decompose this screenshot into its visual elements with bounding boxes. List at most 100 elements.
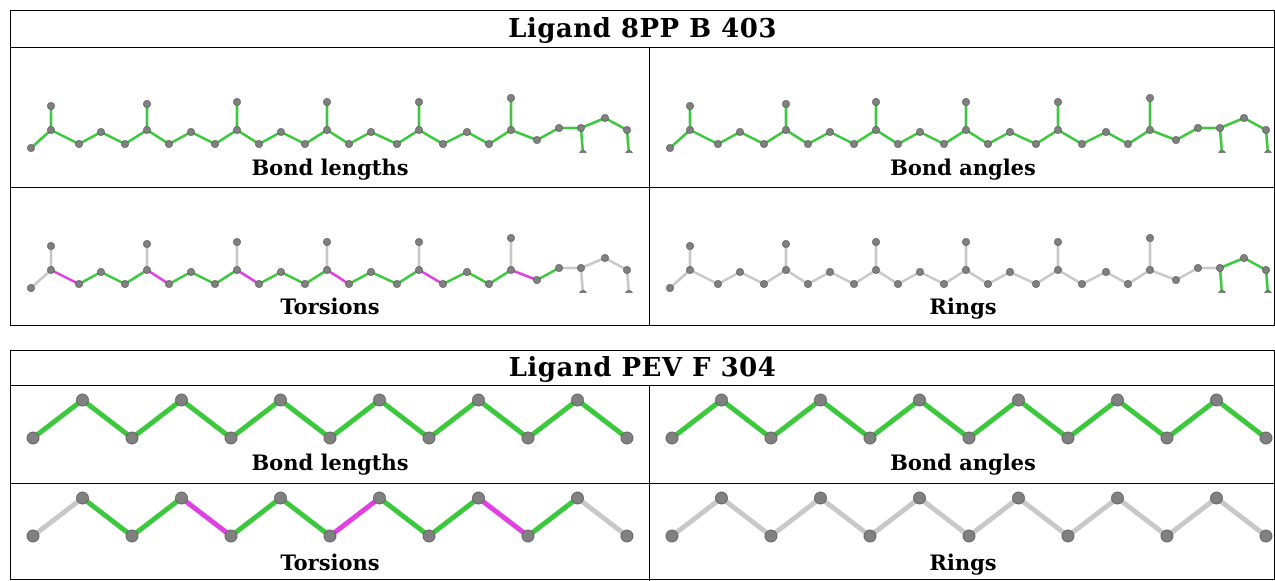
atom <box>620 529 634 543</box>
bond <box>818 495 873 539</box>
atom <box>760 280 768 288</box>
bond <box>625 128 631 153</box>
bond <box>688 268 720 286</box>
atom <box>415 98 423 106</box>
bond <box>762 268 788 286</box>
atom <box>211 140 219 148</box>
atom <box>439 140 447 148</box>
atom <box>1172 276 1180 284</box>
atom <box>666 144 674 152</box>
atom <box>760 140 768 148</box>
atom <box>415 238 423 246</box>
bond <box>80 397 135 441</box>
atom <box>715 491 728 505</box>
bond <box>579 116 607 130</box>
bond <box>417 128 445 146</box>
atom <box>872 126 880 134</box>
bond <box>579 256 607 270</box>
bond <box>228 397 283 441</box>
bond <box>278 397 333 441</box>
bond <box>818 397 873 441</box>
atom <box>850 140 858 148</box>
bond <box>235 128 261 146</box>
bond <box>719 495 774 539</box>
molecule-diagram-rings <box>666 234 1272 293</box>
atom <box>507 126 515 134</box>
column-divider <box>649 48 650 326</box>
bond <box>1126 128 1152 146</box>
molecule-diagram-bond-lengths <box>27 94 633 153</box>
bond <box>918 130 946 146</box>
bond <box>719 397 774 441</box>
molecule-diagram-bond-angles <box>666 94 1272 153</box>
atom <box>1006 128 1014 136</box>
atom <box>76 491 89 505</box>
bond <box>1034 268 1060 286</box>
atom <box>736 268 744 276</box>
atom <box>814 393 827 407</box>
atom <box>1264 290 1272 293</box>
atom <box>1012 491 1025 505</box>
atom <box>814 491 827 505</box>
atom <box>1172 136 1180 144</box>
atom <box>415 126 423 134</box>
bond <box>1008 270 1038 286</box>
atom <box>1146 94 1154 102</box>
bond <box>806 270 832 286</box>
bond <box>1164 397 1219 441</box>
bond <box>189 270 217 286</box>
bond <box>465 270 491 286</box>
atom <box>1264 150 1272 153</box>
atom <box>962 266 970 274</box>
atom <box>373 393 386 407</box>
atom <box>764 431 778 445</box>
bond <box>942 268 968 286</box>
atom <box>782 240 790 248</box>
bond <box>1034 128 1060 146</box>
bond <box>99 130 127 146</box>
atom <box>323 529 337 543</box>
bond <box>426 495 481 539</box>
column-divider <box>649 386 650 581</box>
atom <box>143 266 151 274</box>
atom <box>1054 238 1062 246</box>
atom <box>393 280 401 288</box>
bond <box>669 397 724 441</box>
atom <box>1111 491 1124 505</box>
bond <box>918 270 946 286</box>
atom <box>1078 280 1086 288</box>
cell-bond-lengths: Bond lengths <box>11 386 649 483</box>
bond <box>123 268 149 286</box>
bond <box>1148 128 1178 142</box>
bond <box>896 130 922 146</box>
atom <box>1262 266 1270 274</box>
atom <box>1146 266 1154 274</box>
atom <box>916 128 924 136</box>
bond <box>625 268 631 293</box>
atom <box>463 128 471 136</box>
bond <box>535 266 561 282</box>
atom <box>507 94 515 102</box>
bond <box>852 128 878 146</box>
atom <box>962 238 970 246</box>
atom <box>143 126 151 134</box>
atom <box>1054 126 1062 134</box>
atom <box>27 144 35 152</box>
atom <box>571 393 584 407</box>
bond <box>145 128 171 146</box>
atom <box>1218 290 1226 293</box>
bond <box>669 495 724 539</box>
cell-label: Bond angles <box>890 450 1036 475</box>
bond <box>828 130 856 146</box>
bond <box>327 495 382 539</box>
atom <box>577 264 585 272</box>
bond <box>476 495 531 539</box>
atom <box>533 136 541 144</box>
bond <box>603 256 629 272</box>
cell-bond-lengths: Bond lengths <box>11 48 649 187</box>
atom <box>555 264 563 272</box>
bond <box>867 495 922 539</box>
atom <box>533 276 541 284</box>
bond <box>1126 268 1152 286</box>
atom <box>863 529 877 543</box>
